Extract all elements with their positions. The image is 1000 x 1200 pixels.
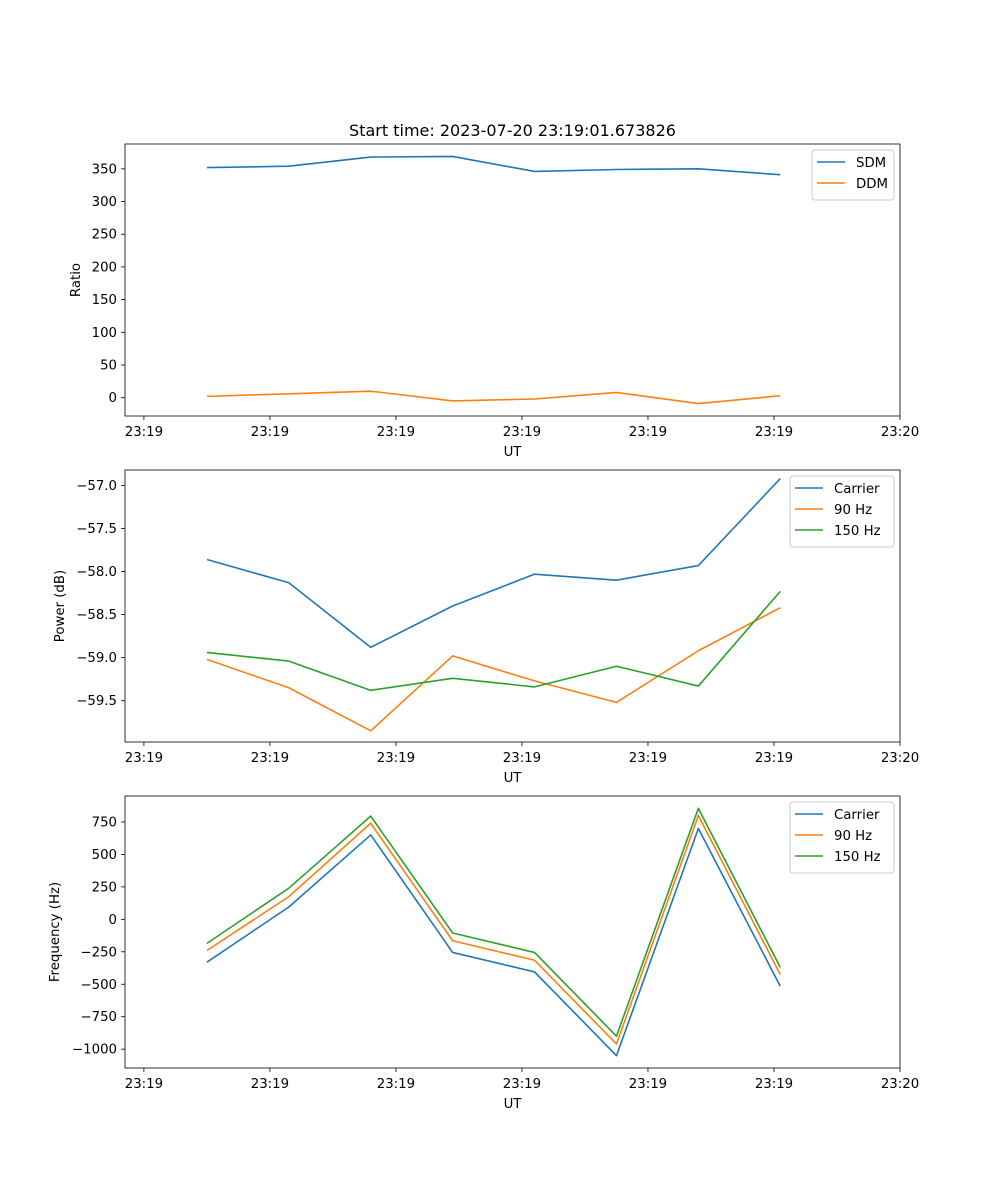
legend: Carrier 90 Hz 150 Hz bbox=[789, 475, 895, 548]
x-tick-label: 23:20 bbox=[881, 751, 919, 766]
x-axis-label: UT bbox=[504, 771, 523, 786]
legend-label: 150 Hz bbox=[834, 850, 881, 865]
y-tick-label: 0 bbox=[109, 391, 117, 406]
series-line-90-hz bbox=[206, 814, 781, 1045]
x-tick-label: 23:19 bbox=[629, 425, 667, 440]
subplot-3: 23:19 23:19 23:19 23:19 23:19 23:19 23:20 −1000… bbox=[48, 795, 919, 1112]
y-tick-label: 150 bbox=[92, 293, 117, 308]
series-line-carrier bbox=[206, 827, 781, 1057]
x-tick-label: 23:19 bbox=[251, 1077, 289, 1092]
y-tick-label: 100 bbox=[92, 326, 117, 341]
x-tick-label: 23:19 bbox=[755, 1077, 793, 1092]
x-tick-label: 23:19 bbox=[503, 751, 541, 766]
x-tick-label: 23:19 bbox=[629, 751, 667, 766]
series-line-150-hz bbox=[206, 590, 781, 692]
y-tick-label: 250 bbox=[92, 228, 117, 243]
chart-title: Start time: 2023-07-20 23:19:01.673826 bbox=[349, 121, 676, 140]
legend: Carrier 90 Hz 150 Hz bbox=[789, 801, 895, 874]
y-tick-label: 250 bbox=[92, 880, 117, 895]
series-line-90-hz bbox=[206, 607, 781, 732]
legend-label: Carrier bbox=[834, 808, 880, 823]
x-tick-label: 23:19 bbox=[755, 425, 793, 440]
x-tick-label: 23:20 bbox=[881, 1077, 919, 1092]
axes-frame bbox=[124, 795, 901, 1069]
x-axis-label: UT bbox=[504, 445, 523, 460]
legend-label: 90 Hz bbox=[834, 503, 872, 518]
y-tick-label: −57.5 bbox=[76, 522, 117, 537]
x-tick-label: 23:20 bbox=[881, 425, 919, 440]
y-axis-label: Power (dB) bbox=[53, 570, 68, 642]
y-tick-label: −58.5 bbox=[76, 608, 117, 623]
legend-label: 150 Hz bbox=[834, 524, 881, 539]
series-line-ddm bbox=[206, 390, 781, 405]
legend-label: DDM bbox=[856, 177, 888, 192]
y-tick-label: −750 bbox=[80, 1010, 117, 1025]
y-tick-label: 300 bbox=[92, 195, 117, 210]
x-tick-label: 23:19 bbox=[125, 751, 163, 766]
y-tick-label: −59.5 bbox=[76, 694, 117, 709]
x-tick-label: 23:19 bbox=[629, 1077, 667, 1092]
x-tick-label: 23:19 bbox=[125, 1077, 163, 1092]
y-tick-label: −58.0 bbox=[76, 565, 117, 580]
x-tick-label: 23:19 bbox=[377, 425, 415, 440]
legend: SDM DDM bbox=[811, 149, 895, 201]
y-axis-label: Ratio bbox=[69, 263, 84, 297]
y-axis-label: Frequency (Hz) bbox=[48, 882, 63, 982]
series-line-150-hz bbox=[206, 807, 781, 1037]
x-tick-label: 23:19 bbox=[377, 751, 415, 766]
y-tick-label: 50 bbox=[100, 359, 117, 374]
y-tick-label: −1000 bbox=[72, 1043, 117, 1058]
y-tick-label: 350 bbox=[92, 162, 117, 177]
y-tick-label: 750 bbox=[92, 815, 117, 830]
legend-label: SDM bbox=[856, 156, 886, 171]
x-tick-label: 23:19 bbox=[377, 1077, 415, 1092]
series-line-sdm bbox=[206, 155, 781, 176]
x-tick-label: 23:19 bbox=[251, 425, 289, 440]
y-tick-label: −500 bbox=[80, 978, 117, 993]
axes-frame bbox=[124, 469, 901, 743]
legend-label: Carrier bbox=[834, 482, 880, 497]
subplot-1: 23:19 23:19 23:19 23:19 23:19 23:19 23:20 0 50 10… bbox=[69, 143, 919, 460]
legend-label: 90 Hz bbox=[834, 829, 872, 844]
y-tick-label: −57.0 bbox=[76, 479, 117, 494]
y-tick-label: −59.0 bbox=[76, 651, 117, 666]
x-tick-label: 23:19 bbox=[503, 1077, 541, 1092]
y-tick-label: 0 bbox=[109, 913, 117, 928]
x-tick-label: 23:19 bbox=[125, 425, 163, 440]
x-tick-label: 23:19 bbox=[503, 425, 541, 440]
axes-frame bbox=[124, 143, 901, 417]
x-axis-label: UT bbox=[504, 1097, 523, 1112]
x-tick-label: 23:19 bbox=[251, 751, 289, 766]
y-tick-label: 500 bbox=[92, 848, 117, 863]
x-tick-label: 23:19 bbox=[755, 751, 793, 766]
y-tick-label: −250 bbox=[80, 945, 117, 960]
y-tick-label: 200 bbox=[92, 260, 117, 275]
series-line-carrier bbox=[206, 478, 781, 649]
subplot-2: 23:19 23:19 23:19 23:19 23:19 23:19 23:20 −59.5… bbox=[53, 469, 919, 786]
